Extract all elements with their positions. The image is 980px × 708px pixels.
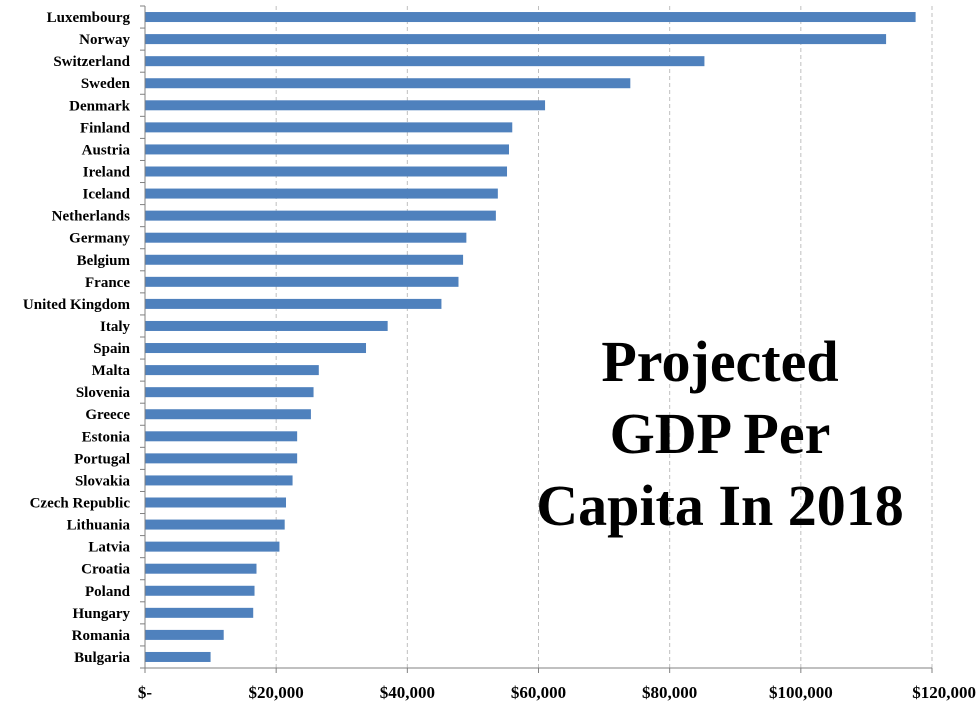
chart-title-line-1: Projected [601,329,839,394]
chart-title: Projected GDP Per Capita In 2018 [470,326,970,542]
gridlines [275,6,933,668]
bars [145,12,916,662]
category-label: Denmark [69,98,130,114]
category-label: Hungary [72,606,130,622]
bar [145,387,314,398]
bar [145,563,257,574]
category-label: Italy [100,319,131,335]
axes [140,5,933,673]
bar [145,122,513,133]
bar [145,365,319,376]
x-tick-label: $80,000 [642,683,697,702]
x-tick-label: $120,000 [912,683,976,702]
category-label: Lithuania [67,518,131,534]
x-tick-label: $100,000 [769,683,833,702]
category-label: Belgium [77,253,131,269]
category-label: Luxembourg [47,10,131,26]
bar [145,651,211,662]
category-label: Finland [80,120,131,136]
bar [145,100,546,111]
category-labels: Luxembourg Norway Switzerland Sweden Denmark… [23,10,131,666]
bar [145,56,705,67]
bar [145,78,631,89]
bar [145,12,916,23]
bar [145,188,498,199]
bar [145,519,285,530]
category-label: Germany [69,231,130,247]
category-label: Portugal [74,451,130,467]
bar [145,276,459,287]
category-label: Ireland [83,165,131,181]
chart-title-line-3: Capita In 2018 [536,473,904,538]
bar [145,34,887,45]
bar [145,254,464,265]
bar [145,343,367,354]
category-label: Slovakia [75,473,131,489]
bar [145,541,280,552]
category-label: Iceland [82,187,130,203]
category-label: Estonia [82,429,131,445]
x-tick-labels: $- $20,000 $40,000 $60,000 $80,000 $100,000 $1… [138,683,976,702]
category-label: Latvia [88,540,130,556]
bar [145,232,467,243]
category-label: Poland [85,584,131,600]
category-label: Switzerland [53,54,130,70]
category-label: Spain [93,341,130,357]
bar [145,607,254,618]
category-label: Greece [85,407,130,423]
x-tick-label: $60,000 [511,683,566,702]
bar [145,453,298,464]
bar [145,475,293,486]
bar [145,585,255,596]
x-tick-label: $20,000 [249,683,304,702]
bar [145,320,388,331]
bar [145,497,287,508]
chart-title-line-2: GDP Per [609,401,831,466]
category-label: Malta [92,363,131,379]
bar [145,166,508,177]
bar [145,409,311,420]
x-tick-label: $40,000 [380,683,435,702]
bar [145,431,298,442]
bar [145,298,442,309]
category-label: Bulgaria [74,650,130,666]
bar [145,629,224,640]
category-label: United Kingdom [23,297,131,313]
x-tick-label: $- [138,683,153,702]
category-label: Romania [72,628,131,644]
category-label: Norway [79,32,130,48]
bar [145,210,496,221]
bar [145,144,509,155]
category-label: Slovenia [76,385,131,401]
category-label: France [85,275,130,291]
category-label: Sweden [81,76,131,92]
category-label: Czech Republic [30,496,131,512]
category-label: Netherlands [52,209,130,225]
category-label: Austria [82,142,131,158]
category-label: Croatia [81,562,130,578]
